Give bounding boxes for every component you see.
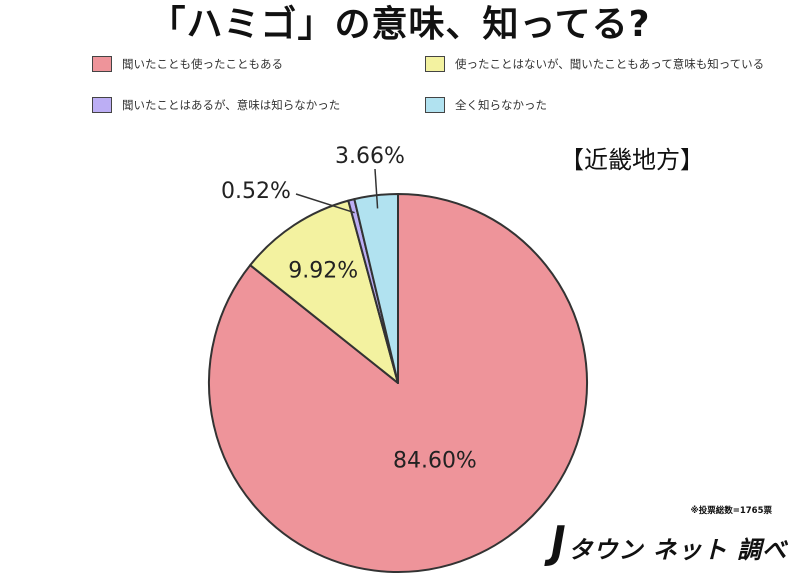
slice-value-label: 0.52% (221, 179, 291, 204)
legend-item: 使ったことはないが、聞いたこともあって意味も知っている (425, 54, 764, 74)
legend-label: 全く知らなかった (455, 98, 547, 112)
legend-swatch (425, 97, 445, 113)
legend-label: 聞いたことも使ったこともある (122, 57, 283, 71)
chart-title: 「ハミゴ」の意味、知ってる? (149, 4, 651, 45)
legend-swatch (425, 56, 445, 72)
legend-label: 使ったことはないが、聞いたこともあって意味も知っている (455, 57, 765, 71)
slice-value-label: 3.66% (335, 144, 405, 169)
leader-line (295, 193, 355, 214)
brand-logo-text: タウン ネット 調べ (568, 536, 788, 564)
slice-value-label: 84.60% (393, 449, 477, 474)
slice-value-label: 9.92% (288, 258, 358, 283)
legend-label: 聞いたことはあるが、意味は知らなかった (122, 98, 341, 112)
legend-swatch (92, 56, 112, 72)
legend-swatch (92, 97, 112, 113)
brand-logo-j: J (550, 517, 566, 568)
leader-line (374, 168, 379, 209)
legend-item: 聞いたことはあるが、意味は知らなかった (92, 95, 340, 115)
region-label: 【近畿地方】 (560, 146, 704, 174)
brand-logo: J タウン ネット 調べ (550, 521, 787, 565)
legend-item: 全く知らなかった (425, 95, 547, 115)
pie-slice (249, 199, 399, 384)
vote-count-note: ※投票総数=1765票 (690, 506, 772, 516)
legend-item: 聞いたことも使ったこともある (92, 54, 283, 74)
legend: 聞いたことも使ったこともある 使ったことはないが、聞いたこともあって意味も知って… (0, 0, 800, 130)
